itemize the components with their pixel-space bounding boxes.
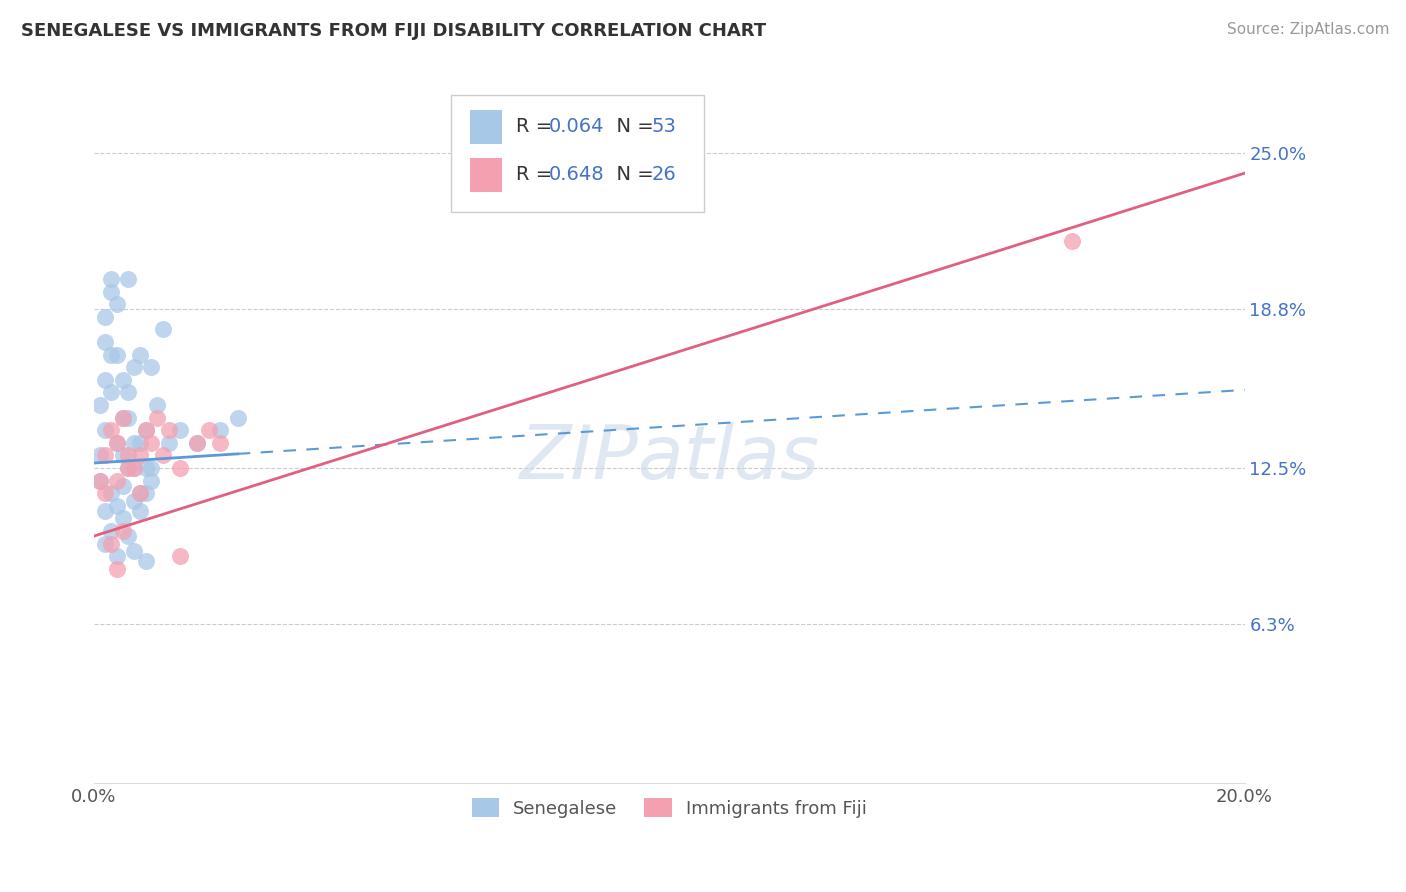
Point — [129, 486, 152, 500]
Point — [94, 310, 117, 324]
Point — [100, 285, 122, 299]
Point — [152, 322, 174, 336]
FancyBboxPatch shape — [470, 110, 502, 144]
Text: 0.648: 0.648 — [548, 165, 605, 185]
Point — [135, 461, 157, 475]
Point — [1060, 234, 1083, 248]
Point — [105, 474, 128, 488]
Point — [129, 435, 152, 450]
Point — [135, 554, 157, 568]
Point — [100, 423, 122, 437]
Point — [129, 486, 152, 500]
Point — [117, 410, 139, 425]
Point — [100, 536, 122, 550]
Point — [111, 373, 134, 387]
Point — [94, 486, 117, 500]
Point — [186, 435, 208, 450]
Point — [89, 398, 111, 412]
Point — [117, 385, 139, 400]
Point — [141, 461, 163, 475]
Point — [117, 449, 139, 463]
Point — [100, 348, 122, 362]
Point — [141, 474, 163, 488]
Point — [111, 524, 134, 538]
Point — [129, 348, 152, 362]
Point — [209, 423, 232, 437]
Text: N =: N = — [603, 118, 659, 136]
Point — [186, 435, 208, 450]
Point — [117, 461, 139, 475]
Point — [111, 449, 134, 463]
FancyBboxPatch shape — [470, 158, 502, 192]
Text: N =: N = — [603, 165, 659, 185]
Point — [105, 435, 128, 450]
Point — [122, 493, 145, 508]
Point — [117, 529, 139, 543]
Point — [135, 423, 157, 437]
Point — [129, 504, 152, 518]
Legend: Senegalese, Immigrants from Fiji: Senegalese, Immigrants from Fiji — [464, 791, 875, 825]
Point — [89, 474, 111, 488]
Point — [105, 435, 128, 450]
Text: R =: R = — [516, 165, 558, 185]
Point — [94, 504, 117, 518]
Point — [100, 524, 122, 538]
Point — [94, 449, 117, 463]
Point — [135, 423, 157, 437]
Point — [169, 461, 191, 475]
Point — [169, 549, 191, 564]
Text: 53: 53 — [652, 118, 676, 136]
Point — [94, 536, 117, 550]
Point — [94, 423, 117, 437]
Point — [141, 360, 163, 375]
Point — [122, 461, 145, 475]
Point — [89, 449, 111, 463]
Text: R =: R = — [516, 118, 558, 136]
Text: SENEGALESE VS IMMIGRANTS FROM FIJI DISABILITY CORRELATION CHART: SENEGALESE VS IMMIGRANTS FROM FIJI DISAB… — [21, 22, 766, 40]
Point — [100, 385, 122, 400]
Point — [89, 474, 111, 488]
Point — [146, 410, 169, 425]
Point — [146, 398, 169, 412]
Point — [122, 360, 145, 375]
Point — [105, 562, 128, 576]
Point — [169, 423, 191, 437]
Text: Source: ZipAtlas.com: Source: ZipAtlas.com — [1226, 22, 1389, 37]
Text: 26: 26 — [652, 165, 676, 185]
Point — [141, 435, 163, 450]
Point — [111, 511, 134, 525]
Point — [111, 410, 134, 425]
Point — [122, 461, 145, 475]
Point — [152, 449, 174, 463]
Text: ZIPatlas: ZIPatlas — [519, 423, 820, 494]
Point — [209, 435, 232, 450]
Point — [157, 435, 180, 450]
Point — [105, 297, 128, 311]
Point — [129, 449, 152, 463]
Point — [135, 486, 157, 500]
Point — [111, 410, 134, 425]
Point — [105, 499, 128, 513]
FancyBboxPatch shape — [450, 95, 704, 211]
Point — [94, 373, 117, 387]
Point — [122, 435, 145, 450]
Point — [117, 461, 139, 475]
Point — [105, 549, 128, 564]
Point — [198, 423, 221, 437]
Point — [100, 486, 122, 500]
Point — [117, 272, 139, 286]
Point — [105, 348, 128, 362]
Point — [94, 334, 117, 349]
Point — [100, 272, 122, 286]
Point — [111, 478, 134, 492]
Text: 0.064: 0.064 — [548, 118, 605, 136]
Point — [226, 410, 249, 425]
Point — [157, 423, 180, 437]
Point — [122, 544, 145, 558]
